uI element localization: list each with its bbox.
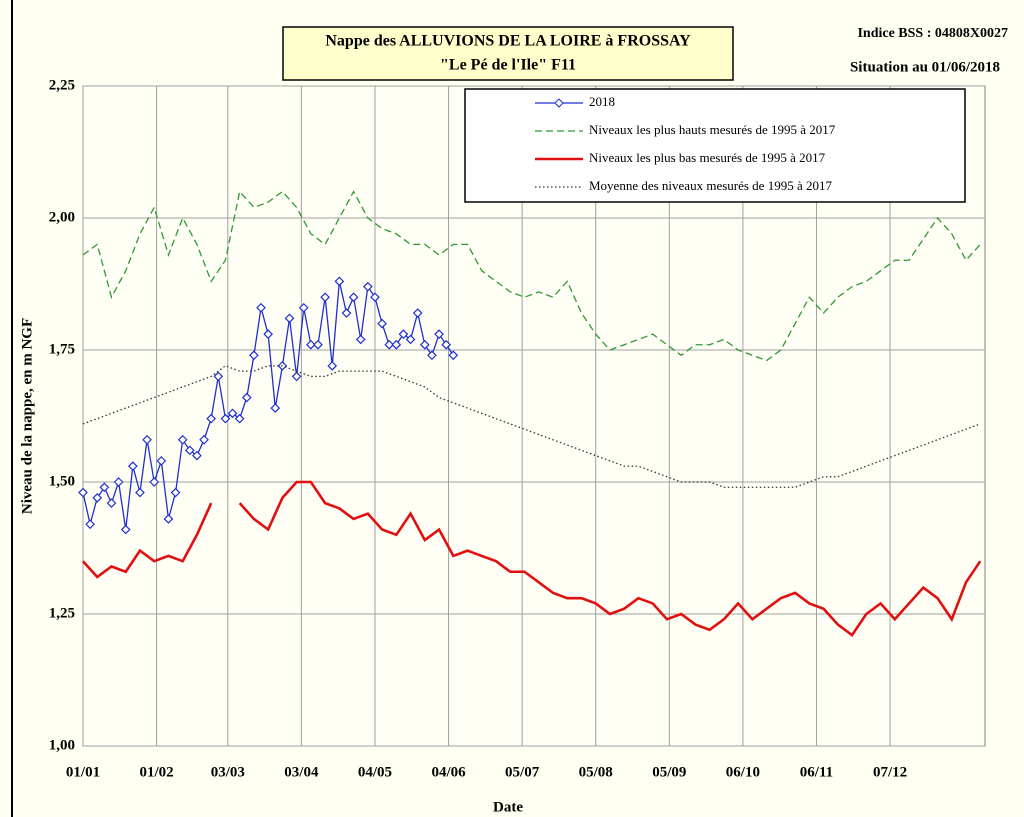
x-tick-label: 04/05 [358, 764, 392, 780]
point-marker [270, 403, 281, 413]
point-marker [99, 482, 110, 493]
x-tick-label: 05/07 [505, 764, 540, 780]
chart-title: Nappe des ALLUVIONS DE LA LOIRE à FROSSA… [325, 33, 691, 50]
x-tick-label: 06/11 [800, 764, 833, 780]
point-marker [135, 487, 145, 498]
x-tick-label: 03/03 [211, 764, 245, 780]
point-marker [327, 360, 338, 371]
x-tick-label: 03/04 [284, 764, 319, 780]
point-marker [220, 413, 231, 424]
x-tick-label: 05/09 [652, 764, 686, 780]
y-tick-label: 1,50 [49, 473, 75, 489]
point-marker [142, 434, 152, 445]
y-tick-label: 2,25 [49, 77, 75, 93]
point-marker [234, 413, 245, 424]
point-marker [334, 276, 345, 287]
point-marker [199, 434, 209, 445]
point-marker [149, 477, 160, 487]
point-marker [263, 329, 273, 340]
point-marker [206, 413, 217, 424]
point-marker [85, 519, 95, 530]
title-box [282, 26, 734, 81]
point-marker [192, 450, 202, 461]
point-marker [177, 434, 188, 445]
point-marker [113, 477, 124, 487]
legend-box [464, 88, 966, 203]
point-marker [313, 339, 323, 350]
point-marker [249, 350, 259, 361]
point-marker [306, 339, 316, 350]
y-tick-label: 1,75 [49, 341, 75, 357]
point-marker [284, 313, 295, 324]
x-tick-label: 04/06 [431, 764, 466, 780]
series-line [82, 480, 982, 637]
point-marker [227, 408, 238, 419]
point-marker [291, 371, 302, 382]
y-tick-label: 2,00 [49, 209, 75, 225]
legend-label: Niveaux les plus bas mesurés de 1995 à 2… [589, 150, 826, 165]
x-tick-label: 01/01 [66, 764, 100, 780]
point-marker [106, 498, 117, 508]
point-marker [355, 334, 366, 345]
point-marker [427, 350, 437, 361]
x-tick-label: 07/12 [873, 764, 907, 780]
x-axis-label: Date [493, 799, 523, 815]
point-marker [441, 339, 452, 350]
annotation: Indice BSS : 04808X0027 [857, 26, 1008, 41]
point-marker [405, 334, 416, 345]
point-marker [184, 445, 195, 456]
point-marker [92, 492, 103, 503]
point-marker [298, 302, 309, 313]
point-marker [213, 371, 224, 382]
legend-label: Moyenne des niveaux mesurés de 1995 à 20… [589, 178, 832, 193]
annotation: Situation au 01/06/2018 [850, 59, 1000, 75]
x-tick-label: 06/10 [726, 764, 760, 780]
point-marker [78, 487, 88, 498]
legend-marker [554, 98, 564, 108]
y-tick-label: 1,25 [49, 605, 75, 621]
point-marker [163, 514, 174, 524]
point-marker [384, 339, 395, 350]
series-line [82, 365, 981, 488]
point-marker [127, 461, 138, 472]
point-marker [341, 308, 352, 318]
point-marker [256, 302, 266, 313]
point-marker [241, 392, 252, 403]
point-marker [391, 339, 402, 350]
point-marker [170, 487, 181, 498]
point-marker [362, 281, 373, 292]
point-marker [370, 292, 380, 303]
point-marker [377, 318, 387, 329]
point-marker [348, 292, 359, 303]
y-tick-label: 1,00 [49, 737, 75, 753]
x-tick-label: 05/08 [579, 764, 613, 780]
series-line [82, 190, 981, 362]
point-marker [412, 308, 423, 318]
point-marker [156, 456, 167, 466]
chart-subtitle: "Le Pé de l'Ile" F11 [440, 57, 576, 74]
point-marker [120, 524, 131, 535]
legend-label: 2018 [589, 94, 615, 109]
point-marker [419, 339, 430, 350]
y-axis-label: Niveau de la nappe, en m NGF [19, 318, 35, 514]
point-marker [448, 350, 459, 361]
legend-label: Niveaux les plus hauts mesurés de 1995 à… [589, 122, 836, 137]
point-marker [320, 292, 330, 303]
x-tick-label: 01/02 [139, 764, 173, 780]
point-marker [434, 329, 444, 340]
point-marker [398, 329, 409, 340]
